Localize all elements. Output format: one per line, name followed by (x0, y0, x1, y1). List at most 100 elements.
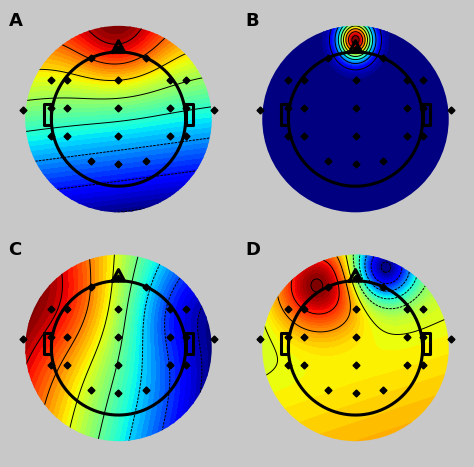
Point (115, 115, 122, 123)
Point (352, 344, 359, 352)
Point (115, 344, 122, 352)
Point (352, 115, 359, 123)
Point (352, 115, 359, 123)
Point (115, 115, 122, 123)
Point (115, 344, 122, 352)
Point (352, 115, 359, 123)
Point (115, 115, 122, 123)
Point (115, 344, 122, 352)
Point (115, 115, 122, 123)
Point (115, 344, 122, 352)
Point (352, 115, 359, 123)
Point (115, 115, 122, 123)
Point (115, 344, 122, 352)
Point (115, 115, 122, 123)
Circle shape (239, 231, 472, 465)
Point (352, 115, 359, 123)
Point (352, 115, 359, 123)
Point (115, 344, 122, 352)
Point (352, 344, 359, 352)
Point (352, 344, 359, 352)
Point (115, 115, 122, 123)
Point (115, 115, 122, 123)
Point (352, 344, 359, 352)
Point (352, 115, 359, 123)
Point (115, 115, 122, 123)
Point (352, 344, 359, 352)
Point (352, 344, 359, 352)
Point (352, 344, 359, 352)
Point (352, 344, 359, 352)
Point (352, 115, 359, 123)
Point (115, 344, 122, 352)
Point (115, 344, 122, 352)
Point (352, 344, 359, 352)
Point (115, 115, 122, 123)
Point (115, 344, 122, 352)
Point (115, 344, 122, 352)
Point (115, 115, 122, 123)
Point (352, 344, 359, 352)
Point (352, 115, 359, 123)
Text: D: D (246, 241, 261, 259)
Point (352, 115, 359, 123)
Point (352, 344, 359, 352)
Point (352, 344, 359, 352)
Point (115, 115, 122, 123)
Point (115, 115, 122, 123)
Point (352, 344, 359, 352)
Point (115, 344, 122, 352)
Point (352, 115, 359, 123)
Point (115, 115, 122, 123)
Point (352, 115, 359, 123)
Point (352, 344, 359, 352)
Point (115, 344, 122, 352)
Point (115, 115, 122, 123)
Point (352, 115, 359, 123)
Point (115, 344, 122, 352)
Point (352, 344, 359, 352)
Point (115, 115, 122, 123)
Point (352, 344, 359, 352)
Point (352, 344, 359, 352)
Point (115, 115, 122, 123)
Point (115, 115, 122, 123)
Point (352, 344, 359, 352)
Point (115, 344, 122, 352)
Point (115, 115, 122, 123)
Point (115, 115, 122, 123)
Point (352, 115, 359, 123)
Point (115, 344, 122, 352)
Point (352, 115, 359, 123)
Point (115, 115, 122, 123)
Point (352, 344, 359, 352)
Point (352, 115, 359, 123)
Point (352, 115, 359, 123)
Point (115, 344, 122, 352)
Point (352, 344, 359, 352)
Point (115, 115, 122, 123)
Point (352, 115, 359, 123)
Point (352, 115, 359, 123)
Point (352, 344, 359, 352)
Point (352, 115, 359, 123)
Point (115, 344, 122, 352)
Point (115, 344, 122, 352)
Point (352, 115, 359, 123)
Point (115, 344, 122, 352)
Point (352, 115, 359, 123)
Point (115, 344, 122, 352)
Point (352, 115, 359, 123)
Point (115, 344, 122, 352)
Point (115, 115, 122, 123)
Point (352, 115, 359, 123)
Point (352, 344, 359, 352)
Point (115, 344, 122, 352)
Point (115, 344, 122, 352)
Point (115, 115, 122, 123)
Point (115, 344, 122, 352)
Point (352, 344, 359, 352)
Point (115, 115, 122, 123)
Point (352, 344, 359, 352)
Point (352, 344, 359, 352)
